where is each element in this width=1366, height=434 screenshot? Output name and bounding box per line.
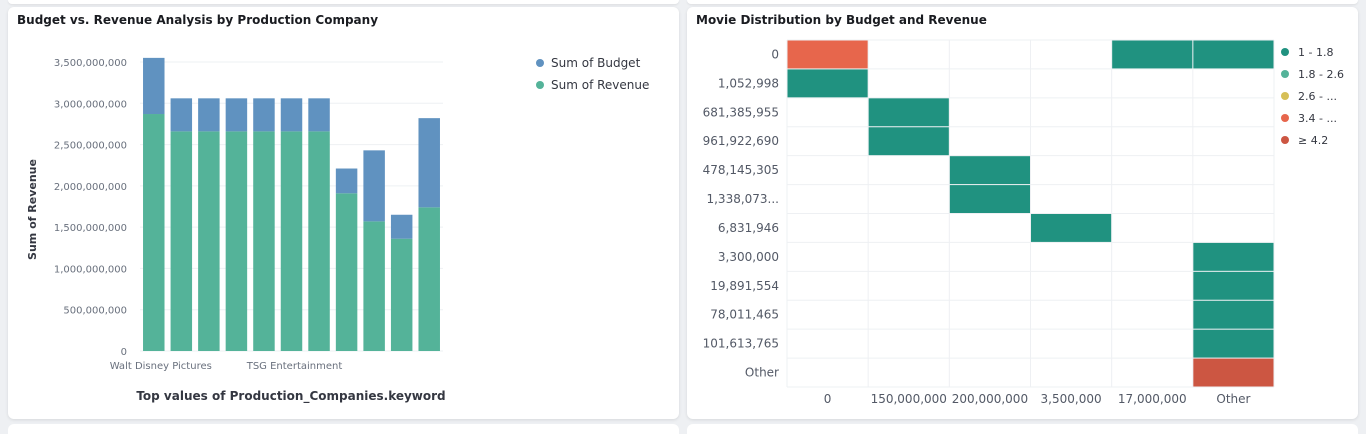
heatmap-cell[interactable]	[1193, 242, 1274, 271]
bar-chart[interactable]: 0 500,000,000 1,000,000,000 1,500,000,000 2,…	[8, 7, 679, 419]
bar-budget[interactable]	[390, 214, 413, 239]
heatmap-cell[interactable]	[949, 156, 1030, 185]
heatmap-cell[interactable]	[868, 127, 949, 156]
y-tick-label: 2,500,000,000	[54, 141, 127, 152]
bar-budget[interactable]	[170, 98, 193, 132]
bar-revenue[interactable]	[253, 131, 275, 351]
y-tick-label: Other	[745, 366, 779, 380]
bar-revenue[interactable]	[335, 193, 358, 351]
legend-label[interactable]: ≥ 4.2	[1298, 134, 1328, 147]
legend-swatch	[1281, 92, 1289, 100]
heatmap-chart[interactable]: 0 1,052,998 681,385,955 961,922,690 478,145,…	[687, 7, 1358, 419]
y-tick-label: 0	[121, 347, 127, 358]
x-tick-label: 0	[824, 392, 832, 406]
heatmap-cell[interactable]	[1031, 214, 1112, 242]
y-tick-label: 0	[771, 47, 779, 61]
legend-swatch	[1281, 136, 1289, 144]
legend-label[interactable]: 1.8 - 2.6	[1298, 68, 1344, 81]
x-tick-label: 17,000,000	[1118, 392, 1187, 406]
bar-revenue[interactable]	[390, 238, 413, 351]
heatmap-cell[interactable]	[1193, 271, 1274, 300]
bar-budget[interactable]	[308, 98, 330, 132]
y-tick-label: 78,011,465	[710, 308, 779, 322]
y-tick-label: 1,000,000,000	[54, 264, 127, 275]
legend-swatch	[536, 81, 544, 89]
y-tick-label: 1,052,998	[718, 76, 779, 90]
panel-title: Budget vs. Revenue Analysis by Productio…	[17, 13, 379, 27]
bar-budget[interactable]	[418, 118, 440, 208]
heatmap-cell[interactable]	[787, 69, 868, 98]
panel-stub-bottom-left	[8, 424, 679, 434]
legend-swatch	[1281, 70, 1289, 78]
bar-revenue[interactable]	[198, 131, 220, 351]
y-tick-label: 3,300,000	[718, 250, 779, 264]
legend-label[interactable]: 2.6 - ...	[1298, 90, 1337, 103]
y-tick-label: 478,145,305	[703, 163, 779, 177]
bar-budget[interactable]	[143, 57, 165, 115]
x-tick-label: 150,000,000	[871, 392, 947, 406]
bar-budget[interactable]	[335, 168, 358, 194]
y-tick-label: 6,831,946	[718, 221, 779, 235]
y-tick-label: 681,385,955	[703, 105, 779, 119]
legend-swatch	[1281, 114, 1289, 122]
y-tick-label: 1,500,000,000	[54, 223, 127, 234]
panel-stub-top-right	[687, 0, 1358, 4]
x-tick-label: Walt Disney Pictures	[110, 361, 212, 372]
legend-label[interactable]: Sum of Budget	[551, 56, 641, 70]
legend-label[interactable]: Sum of Revenue	[551, 78, 649, 92]
y-axis-title: Sum of Revenue	[26, 159, 39, 260]
y-tick-label: 3,500,000,000	[54, 58, 127, 69]
legend-swatch	[536, 59, 544, 67]
heatmap-cell[interactable]	[1112, 40, 1193, 69]
bar-budget[interactable]	[280, 98, 303, 132]
heatmap-cell[interactable]	[1193, 329, 1274, 358]
legend-label[interactable]: 1 - 1.8	[1298, 46, 1333, 59]
y-tick-label: 19,891,554	[710, 279, 779, 293]
bar-chart-panel[interactable]: Budget vs. Revenue Analysis by Productio…	[8, 7, 679, 419]
bar-revenue[interactable]	[280, 131, 303, 351]
x-tick-label: Other	[1216, 392, 1250, 406]
legend-swatch	[1281, 48, 1289, 56]
heatmap-cell[interactable]	[787, 40, 868, 69]
x-axis-title: Top values of Production_Companies.keywo…	[136, 389, 445, 404]
bar-budget[interactable]	[225, 98, 248, 132]
bar-budget[interactable]	[253, 98, 275, 132]
y-tick-label: 3,000,000,000	[54, 99, 127, 110]
x-tick-label: 3,500,000	[1041, 392, 1102, 406]
y-tick-label: 1,338,073...	[706, 192, 779, 206]
heatmap-cell[interactable]	[1193, 300, 1274, 329]
heatmap-cell[interactable]	[1193, 40, 1274, 69]
bar-revenue[interactable]	[308, 131, 330, 351]
bar-budget[interactable]	[363, 150, 385, 222]
bar-revenue[interactable]	[418, 207, 440, 351]
y-tick-label: 2,000,000,000	[54, 182, 127, 193]
bar-budget[interactable]	[198, 98, 220, 132]
heatmap-cell[interactable]	[868, 98, 949, 127]
heatmap-panel[interactable]: Movie Distribution by Budget and Revenue…	[687, 7, 1358, 419]
bar-revenue[interactable]	[363, 221, 385, 351]
panel-stub-bottom-right	[687, 424, 1358, 434]
legend-label[interactable]: 3.4 - ...	[1298, 112, 1337, 125]
panel-title: Movie Distribution by Budget and Revenue	[696, 13, 987, 27]
bar-revenue[interactable]	[170, 131, 193, 351]
x-tick-label: TSG Entertainment	[246, 361, 343, 372]
bar-revenue[interactable]	[143, 114, 165, 352]
heatmap-cell[interactable]	[1193, 358, 1274, 387]
y-tick-label: 500,000,000	[63, 306, 127, 317]
heatmap-cell[interactable]	[949, 185, 1030, 213]
y-tick-label: 101,613,765	[703, 337, 779, 351]
bar-revenue[interactable]	[225, 131, 248, 351]
y-tick-label: 961,922,690	[703, 134, 779, 148]
panel-stub-top-left	[8, 0, 679, 4]
x-tick-label: 200,000,000	[952, 392, 1028, 406]
